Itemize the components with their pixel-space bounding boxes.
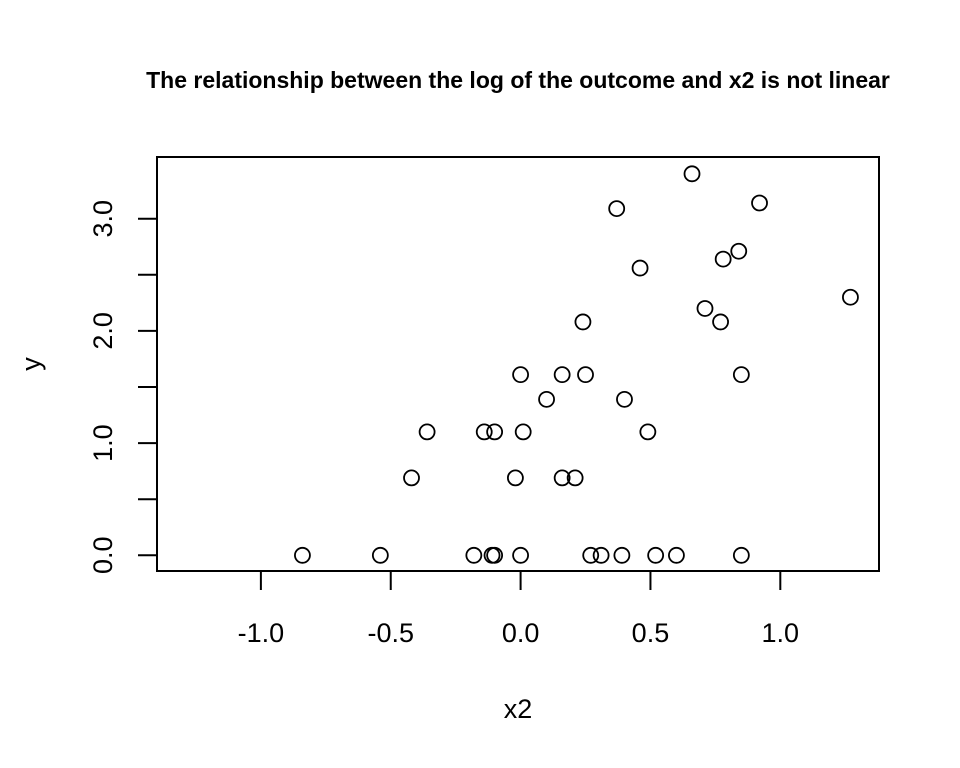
y-axis: 0.0 1.0 2.0 3.0 [88, 200, 158, 575]
data-point [608, 200, 626, 218]
data-points [294, 165, 859, 564]
data-point [465, 546, 483, 564]
data-point [486, 546, 504, 564]
x-tick-label: -1.0 [238, 618, 285, 648]
x-axis: -1.0 -0.5 0.0 0.5 1.0 [238, 570, 800, 648]
data-point [512, 366, 529, 384]
data-point [592, 546, 610, 564]
data-point [696, 300, 714, 317]
data-point [613, 546, 631, 564]
x-axis-label: x2 [504, 694, 533, 724]
data-point [294, 546, 311, 564]
data-point [371, 546, 389, 564]
data-point [683, 165, 701, 183]
data-point [512, 546, 529, 564]
data-point [577, 366, 594, 384]
y-tick-label: 2.0 [88, 312, 118, 350]
chart-title: The relationship between the log of the … [146, 67, 890, 93]
data-point [712, 313, 729, 331]
x-tick-label: -0.5 [367, 618, 414, 648]
data-point [631, 259, 649, 277]
x-tick-label: 0.5 [632, 618, 670, 648]
data-point [403, 469, 420, 487]
data-point [475, 423, 493, 441]
data-point [486, 423, 504, 441]
data-point [566, 469, 584, 487]
x-tick-label: 0.0 [502, 618, 540, 648]
data-point [553, 469, 571, 487]
y-axis-label: y [16, 357, 46, 371]
x-tick-label: 1.0 [762, 618, 800, 648]
data-point [751, 194, 768, 212]
data-point [730, 242, 748, 260]
data-point [514, 423, 532, 441]
data-point [538, 390, 555, 408]
data-point [553, 366, 571, 384]
data-point [574, 313, 592, 331]
data-point [714, 250, 732, 268]
data-point [668, 546, 685, 564]
data-point [842, 288, 859, 306]
data-point [732, 366, 750, 384]
y-tick-label: 3.0 [88, 200, 118, 238]
data-point [418, 423, 436, 441]
plot-frame [156, 156, 880, 572]
y-tick-label: 0.0 [88, 537, 118, 575]
data-point [507, 469, 524, 487]
data-point [616, 390, 633, 408]
data-point [647, 546, 665, 564]
data-point [732, 546, 750, 564]
y-tick-label: 1.0 [88, 424, 118, 462]
data-point [639, 423, 657, 441]
data-point [582, 546, 600, 564]
